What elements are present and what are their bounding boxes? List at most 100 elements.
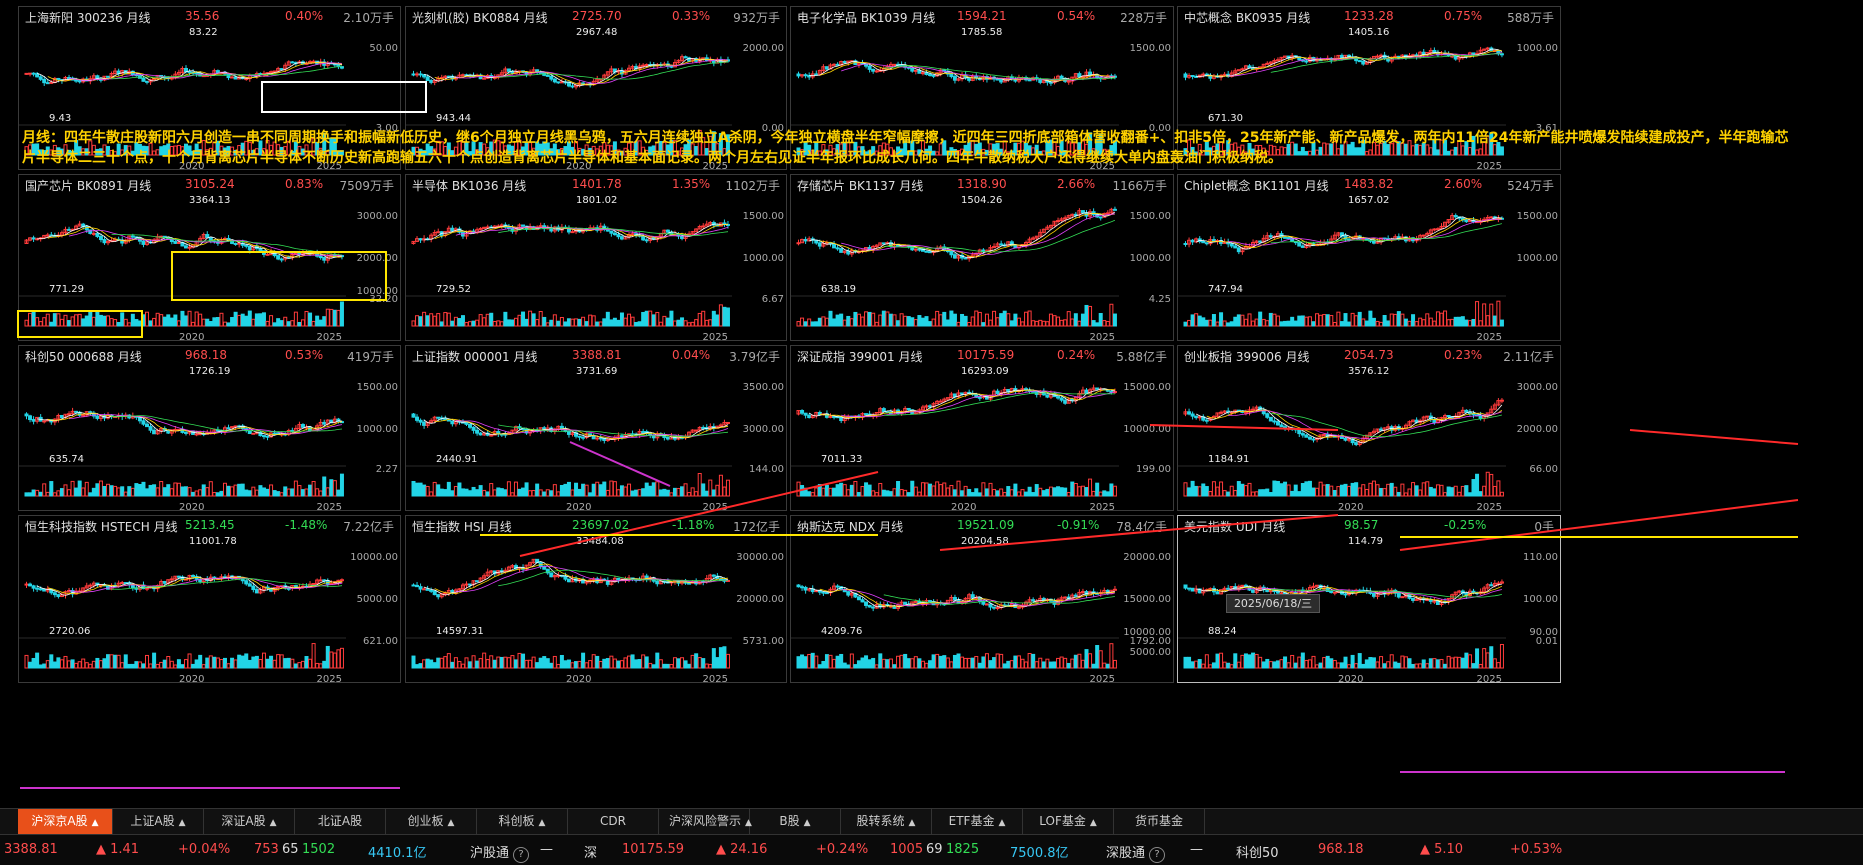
sgt-label[interactable]: 深股通? — [1106, 842, 1166, 863]
market-tab[interactable]: ETF基金 ▲ — [932, 809, 1023, 834]
high-price-marker: 83.22 — [189, 27, 218, 38]
market-tab[interactable]: 科创板 ▲ — [477, 809, 568, 834]
chart-panel[interactable]: 存储芯片 BK1137 月线 1318.90 2.66% 1166万手 1500.00 1… — [790, 174, 1174, 341]
sz-up-count: 1005 — [890, 842, 924, 857]
moving-average-line — [1270, 223, 1502, 244]
volume-bar — [1272, 661, 1277, 669]
volume-bar — [148, 142, 153, 156]
volume-bar — [722, 646, 727, 669]
volume-bar — [974, 655, 979, 669]
volume-bar — [1063, 150, 1068, 156]
volume-bar — [545, 142, 550, 156]
panel-header: 半导体 BK1036 月线 1401.78 1.35% 1102万手 — [412, 177, 780, 193]
candle-body — [450, 420, 455, 425]
candle-body — [1236, 247, 1241, 253]
info-icon[interactable]: ? — [513, 847, 530, 863]
chart-panel[interactable]: 国产芯片 BK0891 月线 3105.24 0.83% 7509万手 3000.00 2… — [18, 174, 401, 341]
candle-body — [35, 587, 40, 590]
volume-bar — [1024, 661, 1029, 669]
candle-body — [803, 238, 808, 242]
chart-panel[interactable]: 半导体 BK1036 月线 1401.78 1.35% 1102万手 1500.00 10… — [405, 174, 787, 341]
volume-bar — [1339, 484, 1344, 497]
hgt-label[interactable]: 沪股通? — [470, 842, 530, 863]
volume-bar — [52, 661, 57, 669]
market-tab[interactable]: 货币基金 — [1114, 809, 1205, 834]
volume-bar — [931, 654, 936, 669]
panel-volume: 5.88亿手 — [1116, 350, 1167, 364]
volume-bar — [1464, 319, 1469, 327]
volume-bar — [152, 150, 157, 156]
candle-body — [258, 247, 263, 252]
volume-bar — [559, 317, 564, 327]
chart-panel[interactable]: 创业板指 399006 月线 2054.73 0.23% 2.11亿手 3000.00 2… — [1177, 345, 1561, 511]
candle-body — [432, 80, 437, 83]
chart-panel[interactable]: 上海新阳 300236 月线 35.56 0.40% 2.10万手 50.00 3.00 2… — [18, 6, 401, 170]
volume-bar — [521, 487, 526, 497]
candle-body — [159, 428, 164, 432]
market-tab[interactable]: 深证A股 ▲ — [204, 809, 295, 834]
chart-panel[interactable]: 科创50 000688 月线 968.18 0.53% 419万手 1500.00 100… — [18, 345, 401, 511]
market-tab[interactable]: LOF基金 ▲ — [1023, 809, 1114, 834]
volume-bar — [807, 491, 812, 497]
market-tab[interactable]: CDR — [568, 809, 659, 834]
volume-bar — [581, 652, 586, 669]
chart-panel[interactable]: Chiplet概念 BK1101 月线 1483.82 2.60% 524万手 1500… — [1177, 174, 1561, 341]
chart-panel[interactable]: 电子化学品 BK1039 月线 1594.21 0.54% 228万手 1500.00 0… — [790, 6, 1174, 170]
chart-panel[interactable]: 深证成指 399001 月线 10175.59 0.24% 5.88亿手 15000.0… — [790, 345, 1174, 511]
info-icon[interactable]: ? — [1149, 847, 1166, 863]
market-tab[interactable]: B股 ▲ — [750, 809, 841, 834]
chart-panel[interactable]: 恒生科技指数 HSTECH 月线 5213.45 -1.48% 7.22亿手 10000… — [18, 515, 401, 683]
chart-panel[interactable]: 纳斯达克 NDX 月线 19521.09 -0.91% 78.4亿手 20000.00 1… — [790, 515, 1174, 683]
candle-body — [1368, 432, 1373, 436]
volume-bar — [460, 315, 465, 327]
volume-bar — [446, 312, 451, 327]
moving-average-line — [883, 594, 1115, 605]
volume-bar — [106, 315, 111, 327]
market-tab[interactable]: 沪深京A股 ▲ — [18, 809, 113, 834]
candle-body — [644, 239, 649, 242]
volume-bar — [1024, 491, 1029, 497]
volume-bar — [1041, 320, 1046, 327]
candle-body — [485, 571, 490, 577]
volume-bar — [945, 657, 950, 669]
volume-bar — [1304, 151, 1309, 156]
volume-bar — [1197, 659, 1202, 669]
candlestick-chart[interactable]: 20000.0015000.0010000.005000.001792.0020… — [791, 516, 1174, 683]
volume-bar — [1439, 312, 1444, 327]
volume-bar — [24, 492, 29, 497]
candle-body — [1215, 591, 1220, 595]
volume-bar — [1091, 320, 1096, 327]
chart-panel[interactable]: 上证指数 000001 月线 3388.81 0.04% 3.79亿手 3500.00 3… — [405, 345, 787, 511]
volume-bar — [1031, 653, 1036, 669]
market-tab[interactable]: 上证A股 ▲ — [113, 809, 204, 834]
moving-average-line — [841, 213, 1115, 255]
candle-body — [531, 69, 536, 73]
market-tab[interactable]: 北证A股 — [295, 809, 386, 834]
volume-bar — [322, 476, 327, 497]
volume-bar — [920, 140, 925, 156]
market-tab[interactable]: 创业板 ▲ — [386, 809, 477, 834]
candle-body — [28, 237, 33, 241]
chart-panel[interactable]: 中芯概念 BK0935 月线 1233.28 0.75% 588万手 1000.00 3.… — [1177, 6, 1561, 170]
chart-panel[interactable]: 光刻机(胶) BK0884 月线 2725.70 0.33% 932万手 2000.00… — [405, 6, 787, 170]
candle-body — [475, 429, 480, 434]
chart-panel[interactable]: 恒生指数 HSI 月线 23697.02 -1.18% 172亿手 30000.00 20… — [405, 515, 787, 683]
volume-bar — [1482, 648, 1487, 669]
market-tab[interactable]: 沪深风险警示 ▲ — [659, 809, 752, 834]
market-tab[interactable]: 股转系统 ▲ — [841, 809, 932, 834]
